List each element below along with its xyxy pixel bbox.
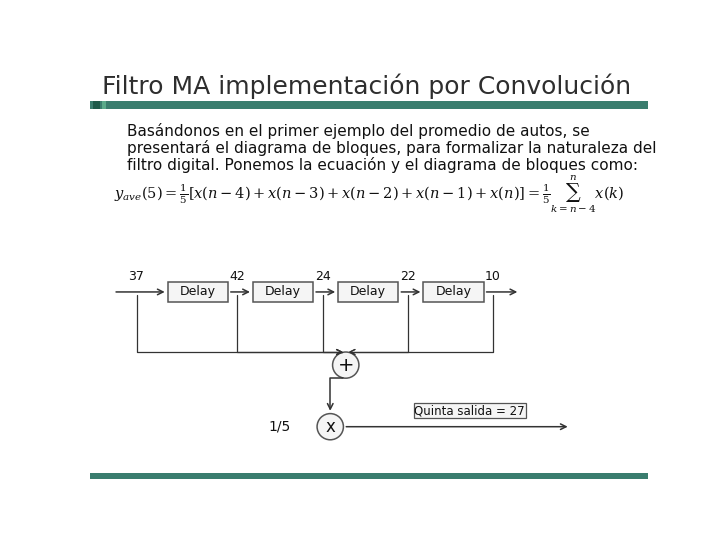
Circle shape [317, 414, 343, 440]
Text: $y_{ave}(5)=\frac{1}{5}[x(n-4)+x(n-3)+x(n-2)+x(n-1)+x(n)]=\frac{1}{5}\sum_{k=n-4: $y_{ave}(5)=\frac{1}{5}[x(n-4)+x(n-3)+x(… [114, 173, 624, 215]
Text: 24: 24 [315, 269, 330, 283]
FancyBboxPatch shape [168, 282, 228, 302]
Text: 22: 22 [400, 269, 415, 283]
Circle shape [333, 352, 359, 378]
Text: Filtro MA implementación por Convolución: Filtro MA implementación por Convolución [102, 73, 631, 99]
Text: presentará el diagrama de bloques, para formalizar la naturaleza del: presentará el diagrama de bloques, para … [127, 140, 657, 156]
Text: 37: 37 [129, 269, 145, 283]
Text: Quinta salida = 27: Quinta salida = 27 [415, 404, 525, 417]
Text: +: + [338, 356, 354, 375]
Bar [90, 101, 648, 109]
FancyBboxPatch shape [423, 282, 484, 302]
Text: 42: 42 [230, 269, 245, 283]
Text: Delay: Delay [436, 286, 472, 299]
Text: Delay: Delay [180, 286, 216, 299]
Bar [90, 473, 648, 479]
Text: 10: 10 [485, 269, 501, 283]
FancyBboxPatch shape [253, 282, 313, 302]
Text: Delay: Delay [350, 286, 386, 299]
Text: Basándonos en el primer ejemplo del promedio de autos, se: Basándonos en el primer ejemplo del prom… [127, 123, 590, 139]
Text: x: x [325, 418, 336, 436]
Bar [102, 101, 107, 109]
Text: 1/5: 1/5 [269, 420, 291, 434]
Bar [93, 101, 100, 109]
Text: filtro digital. Ponemos la ecuación y el diagrama de bloques como:: filtro digital. Ponemos la ecuación y el… [127, 157, 638, 173]
Text: Delay: Delay [265, 286, 301, 299]
FancyBboxPatch shape [338, 282, 398, 302]
FancyBboxPatch shape [414, 403, 526, 418]
